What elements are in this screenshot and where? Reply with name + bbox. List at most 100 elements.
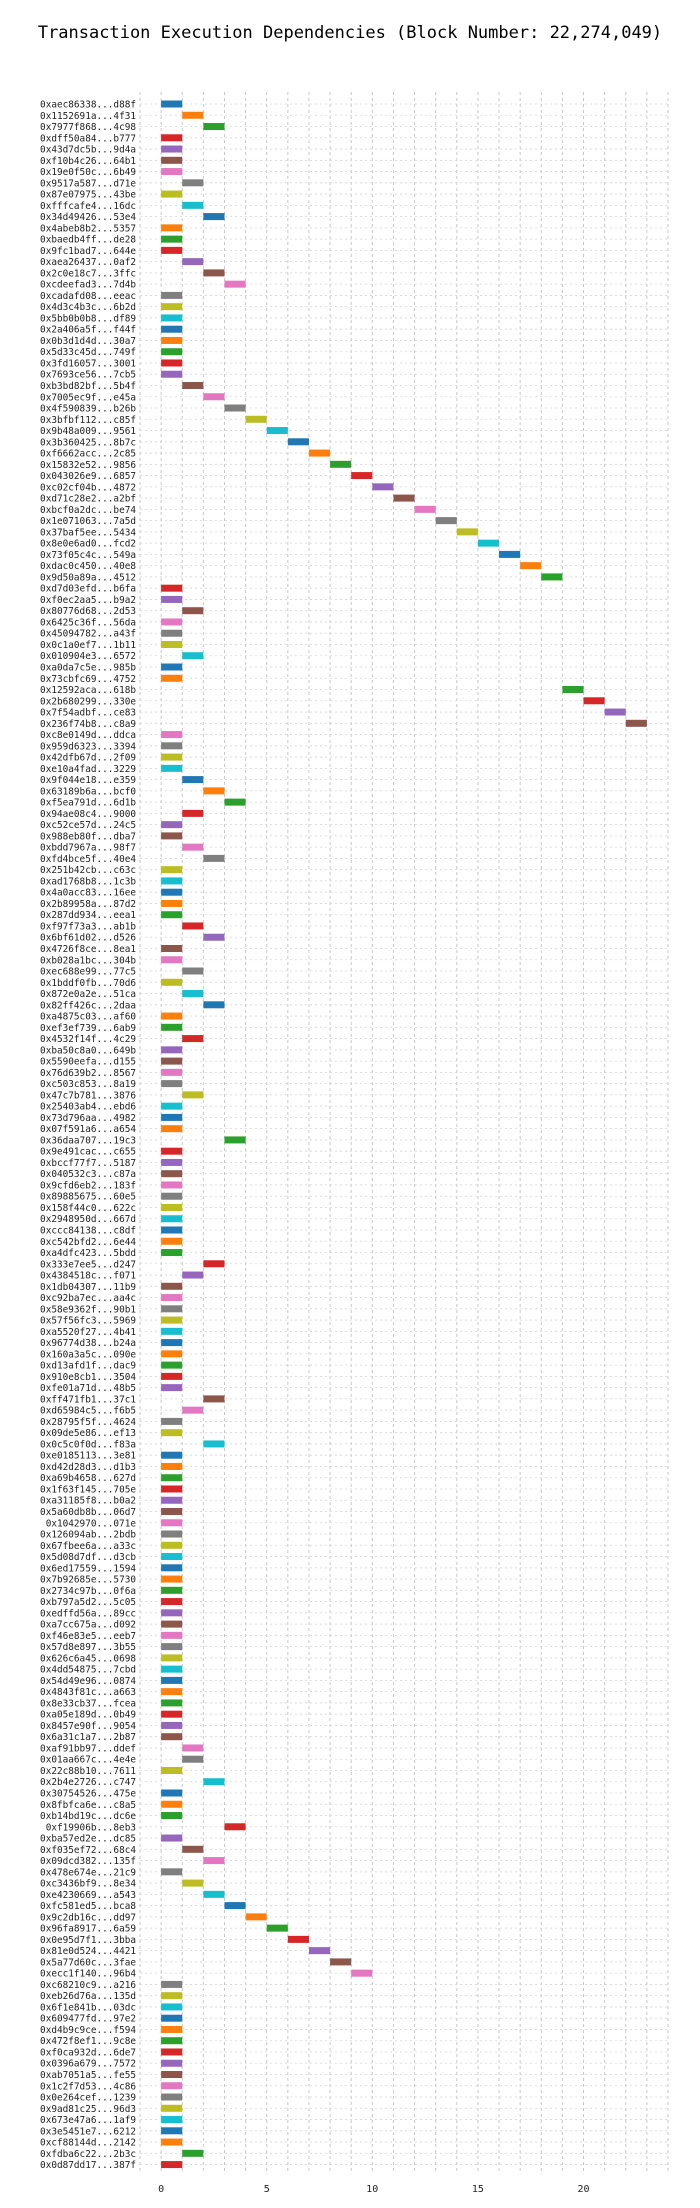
transaction-hash-label: 0x3e5451e7...6212 — [40, 2126, 136, 2137]
transaction-bar — [161, 2138, 183, 2146]
transaction-bar — [266, 1924, 288, 1932]
transaction-hash-label: 0x010904e3...6572 — [40, 651, 136, 662]
transaction-bar — [203, 1260, 225, 1268]
transaction-bar — [182, 179, 204, 187]
transaction-hash-label: 0xf10b4c26...64b1 — [40, 156, 136, 167]
transaction-hash-label: 0x25403ab4...ebd6 — [40, 1102, 136, 1113]
x-tick-label: 0 — [158, 2184, 164, 2195]
transaction-hash-label: 0x73d796aa...4982 — [40, 1113, 136, 1124]
transaction-bar — [351, 472, 373, 480]
transaction-bar — [161, 1462, 183, 1470]
transaction-hash-label: 0x2b89958a...87d2 — [40, 899, 136, 910]
transaction-bar — [161, 1688, 183, 1696]
transaction-hash-label: 0xab7051a5...fe55 — [40, 2070, 136, 2081]
transaction-bar — [161, 1992, 183, 2000]
transaction-bar — [161, 1203, 183, 1211]
transaction-hash-label: 0x7977f868...4c98 — [40, 122, 136, 133]
transaction-bar — [161, 134, 183, 142]
transaction-bar — [161, 1812, 183, 1820]
transaction-bar — [161, 1789, 183, 1797]
transaction-hash-label: 0x1e071063...7a5d — [40, 516, 136, 527]
transaction-bar — [287, 1935, 309, 1943]
transaction-bar — [161, 1113, 183, 1121]
transaction-hash-label: 0xaea26437...0af2 — [40, 257, 136, 268]
transaction-hash-label: 0xd7d03efd...b6fa — [40, 584, 136, 595]
transaction-bar — [161, 764, 183, 772]
x-tick-label: 15 — [472, 2184, 484, 2195]
transaction-bar — [161, 584, 183, 592]
transaction-hash-label: 0xc92ba7ec...aa4c — [40, 1293, 136, 1304]
transaction-hash-label: 0x1bddf0fb...70d6 — [40, 978, 136, 989]
transaction-bar — [161, 2127, 183, 2135]
transaction-hash-label: 0xcadafd08...eeac — [40, 291, 136, 302]
transaction-bar — [161, 674, 183, 682]
transaction-bar — [182, 967, 204, 975]
transaction-bar — [203, 1440, 225, 1448]
transaction-hash-label: 0xf035ef72...68c4 — [40, 1845, 136, 1856]
transaction-hash-label: 0x2a406a5f...f44f — [40, 325, 136, 336]
transaction-bar — [161, 1575, 183, 1583]
transaction-hash-label: 0x4f590839...b26b — [40, 404, 136, 415]
transaction-hash-label: 0xc8e0149d...ddca — [40, 730, 136, 741]
transaction-bar — [182, 922, 204, 930]
transaction-bar — [161, 663, 183, 671]
transaction-hash-label: 0x09de5e86...ef13 — [40, 1428, 136, 1439]
transaction-bar — [161, 168, 183, 176]
transaction-bar — [161, 911, 183, 919]
transaction-hash-label: 0x3fd16057...3001 — [40, 358, 136, 369]
transaction-hash-label: 0xff471fb1...37c1 — [40, 1394, 136, 1405]
transaction-hash-label: 0x43d7dc5b...9d4a — [40, 145, 136, 156]
transaction-bar — [182, 607, 204, 615]
transaction-hash-label: 0x6f1e841b...03dc — [40, 2002, 136, 2013]
transaction-bar — [161, 1057, 183, 1065]
transaction-hash-label: 0x8e33cb37...fcea — [40, 1698, 136, 1709]
x-tick-label: 20 — [577, 2184, 589, 2195]
transaction-bar — [182, 652, 204, 660]
transaction-bar — [161, 1316, 183, 1324]
transaction-bar — [224, 1902, 246, 1910]
transaction-hash-label: 0xfe01a71d...48b5 — [40, 1383, 136, 1394]
transaction-hash-label: 0x333e7ee5...d247 — [40, 1259, 136, 1270]
transaction-hash-label: 0x36daa707...19c3 — [40, 1135, 136, 1146]
transaction-hash-label: 0xe10a4fad...3229 — [40, 764, 136, 775]
transaction-hash-label: 0x15832e52...9856 — [40, 460, 136, 471]
transaction-hash-label: 0x30754526...475e — [40, 1789, 136, 1800]
transaction-hash-label: 0x37baf5ee...5434 — [40, 527, 136, 538]
transaction-hash-label: 0x12592aca...618b — [40, 685, 136, 696]
transaction-hash-label: 0x82ff426c...2daa — [40, 1000, 136, 1011]
transaction-hash-label: 0x478e674e...21c9 — [40, 1867, 136, 1878]
transaction-bar — [456, 528, 478, 536]
transaction-bar — [161, 1046, 183, 1054]
transaction-bar — [161, 1609, 183, 1617]
transaction-hash-label: 0x673e47a6...1af9 — [40, 2115, 136, 2126]
transaction-bar — [182, 990, 204, 998]
transaction-bar — [203, 1857, 225, 1865]
transaction-hash-label: 0x57d8e897...3b55 — [40, 1642, 136, 1653]
transaction-bar — [161, 1170, 183, 1178]
transaction-hash-label: 0x7005ec9f...e45a — [40, 392, 136, 403]
transaction-bar — [182, 843, 204, 851]
transaction-hash-label: 0x043026e9...6857 — [40, 471, 136, 482]
transaction-bar — [161, 1733, 183, 1741]
transaction-hash-label: 0x1152691a...4f31 — [40, 111, 136, 122]
transaction-bar — [161, 1249, 183, 1257]
transaction-hash-label: 0x9c2db16c...dd97 — [40, 1912, 136, 1923]
transaction-hash-label: 0x6ed17559...1594 — [40, 1563, 136, 1574]
transaction-bar — [245, 415, 267, 423]
transaction-bar — [161, 742, 183, 750]
transaction-bar — [161, 899, 183, 907]
transaction-bar — [308, 449, 331, 457]
transaction-hash-label: 0xc02cf04b...4872 — [40, 482, 136, 493]
transaction-hash-label: 0x8e0e6ad0...fcd2 — [40, 539, 136, 550]
transaction-hash-label: 0x4726f8ce...8ea1 — [40, 944, 136, 955]
transaction-bar — [182, 809, 204, 817]
transaction-bar — [161, 877, 183, 885]
transaction-hash-label: 0x158f44c0...622c — [40, 1203, 136, 1214]
transaction-bar — [583, 697, 605, 705]
transaction-hash-label: 0x07f591a6...a654 — [40, 1124, 136, 1135]
transaction-bar — [161, 1429, 183, 1437]
transaction-bar — [161, 2093, 183, 2101]
transaction-hash-label: 0x9cfd6eb2...183f — [40, 1180, 136, 1191]
transaction-hash-label: 0xa5520f27...4b41 — [40, 1327, 136, 1338]
